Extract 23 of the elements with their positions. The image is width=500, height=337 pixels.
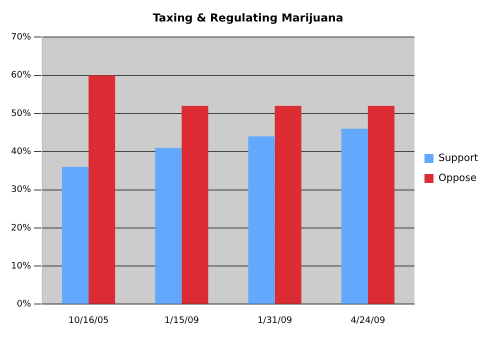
y-tick-label: 0% [16, 300, 32, 310]
legend-label: Support [438, 153, 478, 164]
y-tick-label: 40% [10, 146, 32, 157]
bar [155, 148, 182, 304]
legend-label: Oppose [438, 173, 477, 184]
x-tick-label: 1/31/09 [257, 316, 292, 326]
bar [274, 106, 302, 304]
bar [62, 166, 89, 304]
y-tick-label: 50% [10, 108, 32, 119]
y-tick-label: 60% [10, 70, 32, 81]
bar [248, 136, 275, 304]
x-tick-label: 4/24/09 [350, 316, 386, 326]
x-tick-label: 1/15/09 [164, 316, 200, 326]
chart-title: Taxing & Regulating Marijuana [152, 11, 344, 24]
y-tick-label: 20% [10, 223, 32, 234]
bar [341, 128, 368, 304]
bar [368, 106, 394, 304]
y-tick-label: 70% [10, 32, 32, 43]
bar [182, 106, 208, 304]
y-tick-label: 30% [10, 185, 32, 196]
bar [88, 75, 116, 304]
y-tick-label: 10% [10, 261, 32, 272]
x-tick-label: 10/16/05 [68, 316, 109, 326]
